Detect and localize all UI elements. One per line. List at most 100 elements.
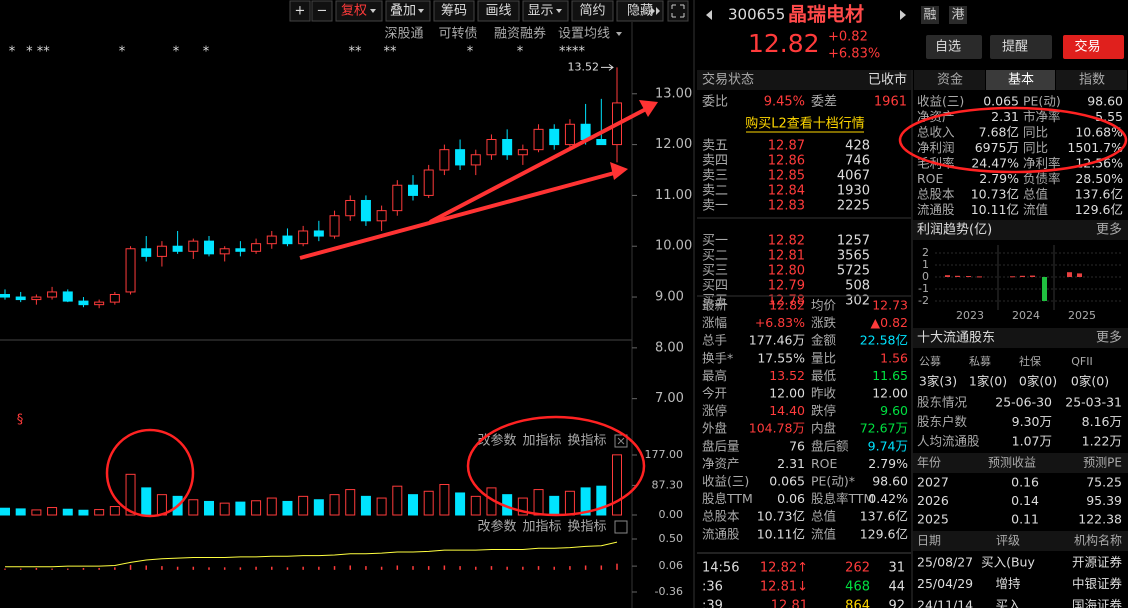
tag-box — [921, 6, 939, 24]
indicator-button[interactable]: 改参数 — [477, 519, 516, 535]
sub-toolbar-item[interactable]: 可转债 — [438, 27, 477, 42]
fund-value: 98.60 — [1087, 94, 1123, 109]
tab[interactable] — [914, 70, 985, 90]
sub-toolbar-item[interactable]: 融资融券 — [494, 26, 546, 42]
toolbar-button[interactable] — [311, 0, 333, 22]
order-level: 卖三 — [702, 169, 728, 184]
candle-body — [204, 240, 214, 255]
action-button[interactable] — [990, 35, 1052, 59]
stat-value: 177.46万 — [749, 333, 805, 348]
action-button[interactable] — [1063, 35, 1124, 59]
l2-link[interactable]: 购买L2查看十档行情 — [745, 116, 865, 132]
order-price: 12.83 — [768, 199, 805, 214]
event-marker[interactable]: * ** — [26, 45, 50, 60]
action-label[interactable]: 交易 — [1074, 39, 1100, 55]
toolbar-button[interactable] — [522, 0, 569, 22]
stat-value: 12.00 — [769, 386, 805, 401]
action-button[interactable] — [926, 35, 982, 59]
fullscreen-button[interactable] — [667, 0, 689, 22]
toolbar-label[interactable]: 简约 — [579, 3, 605, 19]
label: 25-06-30 — [995, 395, 1052, 410]
action-label[interactable]: 自选 — [935, 40, 961, 55]
close-button[interactable] — [614, 434, 628, 448]
tick-time: 14:56 — [702, 561, 739, 576]
event-marker[interactable]: * — [9, 45, 16, 60]
tab-label[interactable]: 基本 — [1008, 73, 1034, 88]
event-marker[interactable]: * — [467, 45, 474, 60]
toolbar-button[interactable] — [335, 0, 383, 22]
toolbar-button[interactable] — [616, 0, 664, 22]
stat-value: ▲0.82 — [871, 315, 908, 330]
tab-label[interactable]: 指数 — [1079, 73, 1105, 88]
tag: 融 — [923, 8, 936, 23]
sub-toolbar-item[interactable]: 深股通 — [384, 27, 423, 42]
close-button[interactable] — [614, 520, 628, 534]
indicator-button[interactable]: 加指标 — [522, 520, 561, 535]
order-level: 卖五 — [702, 139, 728, 154]
label: 今开 — [702, 386, 727, 401]
label: 总值 — [1023, 187, 1048, 202]
y-tick-label: 7.00 — [655, 391, 684, 406]
toolbar-label[interactable]: 筹码 — [441, 3, 467, 19]
tick-volume: 864 — [845, 599, 870, 608]
toolbar-label[interactable]: + — [295, 4, 306, 19]
toolbar-label[interactable]: 复权 — [341, 3, 367, 19]
label: 3家(3) — [919, 374, 957, 389]
next-icon[interactable] — [900, 10, 906, 20]
label: 跌停 — [811, 403, 836, 418]
event-marker[interactable]: * — [203, 45, 210, 60]
toolbar-button[interactable] — [289, 0, 311, 22]
stat-value: 13.52 — [769, 368, 805, 383]
stat-value: 12.00 — [872, 386, 908, 401]
stat-value: 10.11亿 — [757, 526, 805, 541]
toolbar-label[interactable]: 画线 — [485, 4, 511, 19]
label: 私募 — [969, 355, 991, 368]
action-label[interactable]: 提醒 — [1002, 39, 1028, 55]
tick-volume: 468 — [845, 580, 870, 595]
toolbar-button[interactable] — [433, 0, 475, 22]
prev-icon[interactable] — [706, 10, 712, 20]
toolbar-label[interactable]: 隐藏 — [627, 4, 653, 19]
section-title: 十大流通股东 — [917, 331, 995, 346]
order-volume: 3565 — [837, 249, 870, 264]
candle-body — [251, 243, 262, 252]
event-marker[interactable]: ** — [384, 45, 398, 60]
label: 负债率 — [1023, 171, 1061, 186]
profit-bar — [1030, 275, 1035, 277]
candle-body — [94, 301, 105, 306]
toolbar-label[interactable]: − — [317, 4, 328, 19]
label: 9.45% — [764, 95, 805, 110]
event-marker[interactable]: ** — [349, 45, 363, 60]
indicator-button[interactable]: 加指标 — [522, 434, 561, 449]
label: 涨幅 — [702, 315, 727, 330]
toolbar-label[interactable]: 显示 — [527, 4, 553, 19]
event-marker[interactable]: **** — [559, 45, 586, 60]
event-marker[interactable]: * — [119, 45, 126, 60]
volume-bar — [125, 473, 136, 516]
more-link[interactable]: 更多 — [1096, 330, 1122, 346]
label: 净资产 — [702, 456, 740, 471]
dropdown-icon — [616, 32, 622, 36]
dropdown-icon — [556, 9, 562, 13]
candle-body — [266, 235, 277, 245]
toolbar-button[interactable] — [385, 0, 431, 22]
tab[interactable] — [1056, 70, 1127, 90]
stat-value: 12.82 — [769, 298, 805, 313]
sub-toolbar-item[interactable]: 设置均线 — [558, 27, 610, 42]
indicator-button[interactable]: 换指标 — [567, 520, 606, 535]
event-marker[interactable]: * — [517, 45, 524, 60]
toolbar-label[interactable]: 叠加 — [390, 4, 416, 19]
toolbar-button[interactable] — [571, 0, 614, 22]
label: 收益(三) — [702, 474, 749, 489]
toolbar-button[interactable] — [477, 0, 520, 22]
label: 0.11 — [1011, 512, 1039, 527]
event-marker[interactable]: * — [173, 45, 180, 60]
tag: 港 — [951, 8, 964, 23]
indicator-button[interactable]: 换指标 — [567, 434, 606, 449]
candle-body — [549, 128, 560, 146]
fund-value: 10.11亿 — [971, 202, 1019, 217]
tab[interactable] — [986, 70, 1055, 90]
more-link[interactable]: 更多 — [1096, 222, 1122, 238]
indicator-button[interactable]: 改参数 — [477, 433, 516, 449]
tab-label[interactable]: 资金 — [937, 72, 963, 88]
